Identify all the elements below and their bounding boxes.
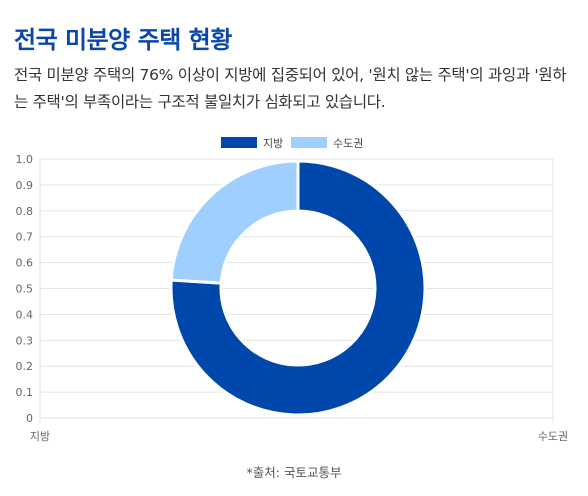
donut-chart: 지방 수도권 00.10.20.30.40.50.60.70.80.91.0 지방… [16, 137, 568, 443]
y-tick-label: 0.7 [16, 231, 34, 244]
legend-swatch [221, 137, 257, 148]
y-tick-label: 0.2 [16, 360, 34, 373]
y-tick-label: 0.8 [16, 205, 34, 218]
y-tick-label: 0.5 [16, 283, 34, 296]
legend-swatch [291, 137, 327, 148]
chart-legend: 지방 수도권 [221, 137, 363, 150]
slice-local [169, 159, 427, 417]
y-tick-label: 0.9 [16, 179, 34, 192]
y-tick-label: 0.4 [16, 308, 34, 321]
donut-slices [169, 159, 427, 417]
source-note: *출처: 국토교통부 [246, 465, 342, 480]
y-tick-label: 0.6 [16, 257, 34, 270]
y-tick-label: 1.0 [16, 153, 34, 166]
y-tick-label: 0 [26, 412, 33, 425]
y-axis: 0 0.1 0.2 0.3 0.4 0.5 0.6 0.7 0.8 0.9 1.0 [16, 153, 34, 425]
slice-capital [169, 159, 300, 285]
description-text: 전국 미분양 주택의 76% 이상이 지방에 집중되어 있어, '원치 않는 주… [14, 66, 567, 111]
x-tick-label: 수도권 [538, 430, 568, 443]
x-axis: 지방 수도권 [30, 430, 568, 443]
x-tick-label: 지방 [30, 430, 50, 443]
legend-label: 지방 [263, 137, 283, 150]
legend-label: 수도권 [333, 137, 363, 150]
page-title: 전국 미분양 주택 현황 [14, 26, 232, 54]
y-tick-label: 0.1 [16, 386, 34, 399]
y-tick-label: 0.3 [16, 334, 34, 347]
chart-grid [39, 158, 554, 423]
